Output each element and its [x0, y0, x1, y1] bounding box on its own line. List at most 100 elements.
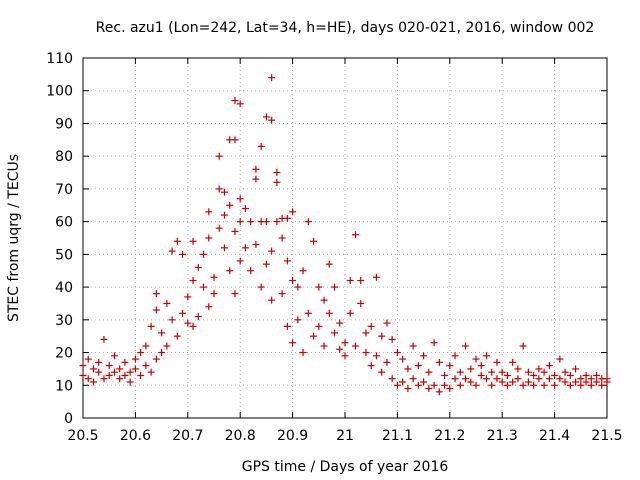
data-point	[152, 306, 160, 314]
data-point	[467, 378, 475, 386]
data-point	[310, 332, 318, 340]
data-point	[341, 339, 349, 347]
data-point	[462, 342, 470, 350]
data-point	[131, 365, 139, 373]
data-point	[383, 319, 391, 327]
data-point	[110, 368, 118, 376]
data-point	[205, 208, 213, 216]
data-point	[399, 378, 407, 386]
data-point	[582, 371, 590, 379]
chart-title: Rec. azu1 (Lon=242, Lat=34, h=HE), days …	[96, 20, 595, 36]
data-point	[551, 381, 559, 389]
y-tick-label: 60	[55, 215, 73, 231]
data-point	[441, 371, 449, 379]
x-tick-label: 20.9	[277, 428, 308, 444]
data-point	[142, 362, 150, 370]
data-point	[320, 342, 328, 350]
data-point	[435, 388, 443, 396]
data-point	[100, 375, 108, 383]
x-tick-label: 21.4	[539, 428, 570, 444]
data-point	[425, 368, 433, 376]
data-point	[577, 375, 585, 383]
x-tick-label: 20.8	[225, 428, 256, 444]
data-point	[200, 250, 208, 258]
y-tick-label: 0	[64, 411, 73, 427]
data-point	[131, 355, 139, 363]
data-point	[294, 283, 302, 291]
y-tick-label: 80	[55, 149, 73, 165]
data-point	[446, 362, 454, 370]
data-point	[105, 362, 113, 370]
data-point	[215, 224, 223, 232]
data-point	[252, 165, 260, 173]
data-point	[503, 371, 511, 379]
data-point	[435, 358, 443, 366]
x-tick-label: 21.3	[487, 428, 518, 444]
data-point	[367, 362, 375, 370]
data-point	[294, 316, 302, 324]
data-point	[446, 385, 454, 393]
data-point	[189, 277, 197, 285]
data-point	[278, 290, 286, 298]
y-tick-label: 10	[55, 378, 73, 394]
data-point	[152, 355, 160, 363]
data-point	[89, 365, 97, 373]
data-point	[587, 375, 595, 383]
data-point	[173, 237, 181, 245]
data-point	[121, 371, 129, 379]
data-point	[231, 227, 239, 235]
data-point	[184, 293, 192, 301]
data-point	[163, 342, 171, 350]
data-point	[430, 381, 438, 389]
x-tick-labels: 20.5 20.6 20.7 20.8 20.9 21 21.1 21.2 21.3 21.4 21…	[67, 428, 622, 444]
data-point	[556, 375, 564, 383]
x-tick-label: 21.2	[434, 428, 465, 444]
y-tick-label: 70	[55, 182, 73, 198]
data-point	[273, 218, 281, 226]
data-point	[331, 283, 339, 291]
data-point	[231, 290, 239, 298]
data-point	[535, 375, 543, 383]
data-point	[304, 309, 312, 317]
data-point	[561, 378, 569, 386]
data-point	[289, 339, 297, 347]
data-point	[357, 299, 365, 307]
data-point	[414, 381, 422, 389]
data-point	[388, 375, 396, 383]
data-point	[587, 381, 595, 389]
data-point	[310, 237, 318, 245]
data-point	[273, 169, 281, 177]
data-point	[273, 178, 281, 186]
data-point	[524, 378, 532, 386]
data-point	[95, 368, 103, 376]
data-point	[105, 371, 113, 379]
x-tick-label: 20.5	[67, 428, 98, 444]
y-tick-label: 30	[55, 313, 73, 329]
data-point	[351, 342, 359, 350]
data-point	[241, 205, 249, 213]
y-tick-labels: 0 10 20 30 40 50 60 70 80 90 100 110	[46, 51, 73, 427]
data-point	[315, 322, 323, 330]
data-point	[593, 378, 601, 386]
y-tick-label: 100	[46, 84, 73, 100]
data-point	[137, 349, 145, 357]
data-point	[231, 136, 239, 144]
data-point	[456, 368, 464, 376]
data-point	[236, 195, 244, 203]
data-point	[173, 332, 181, 340]
data-point	[362, 329, 370, 337]
data-point	[100, 335, 108, 343]
data-point	[530, 381, 538, 389]
data-point	[210, 290, 218, 298]
data-point	[247, 218, 255, 226]
data-point	[262, 260, 270, 268]
data-point	[194, 263, 202, 271]
data-point	[393, 349, 401, 357]
data-point	[467, 365, 475, 373]
data-point	[163, 299, 171, 307]
y-tick-label: 110	[46, 51, 73, 67]
data-point	[598, 381, 606, 389]
data-point	[116, 365, 124, 373]
data-point	[79, 371, 87, 379]
